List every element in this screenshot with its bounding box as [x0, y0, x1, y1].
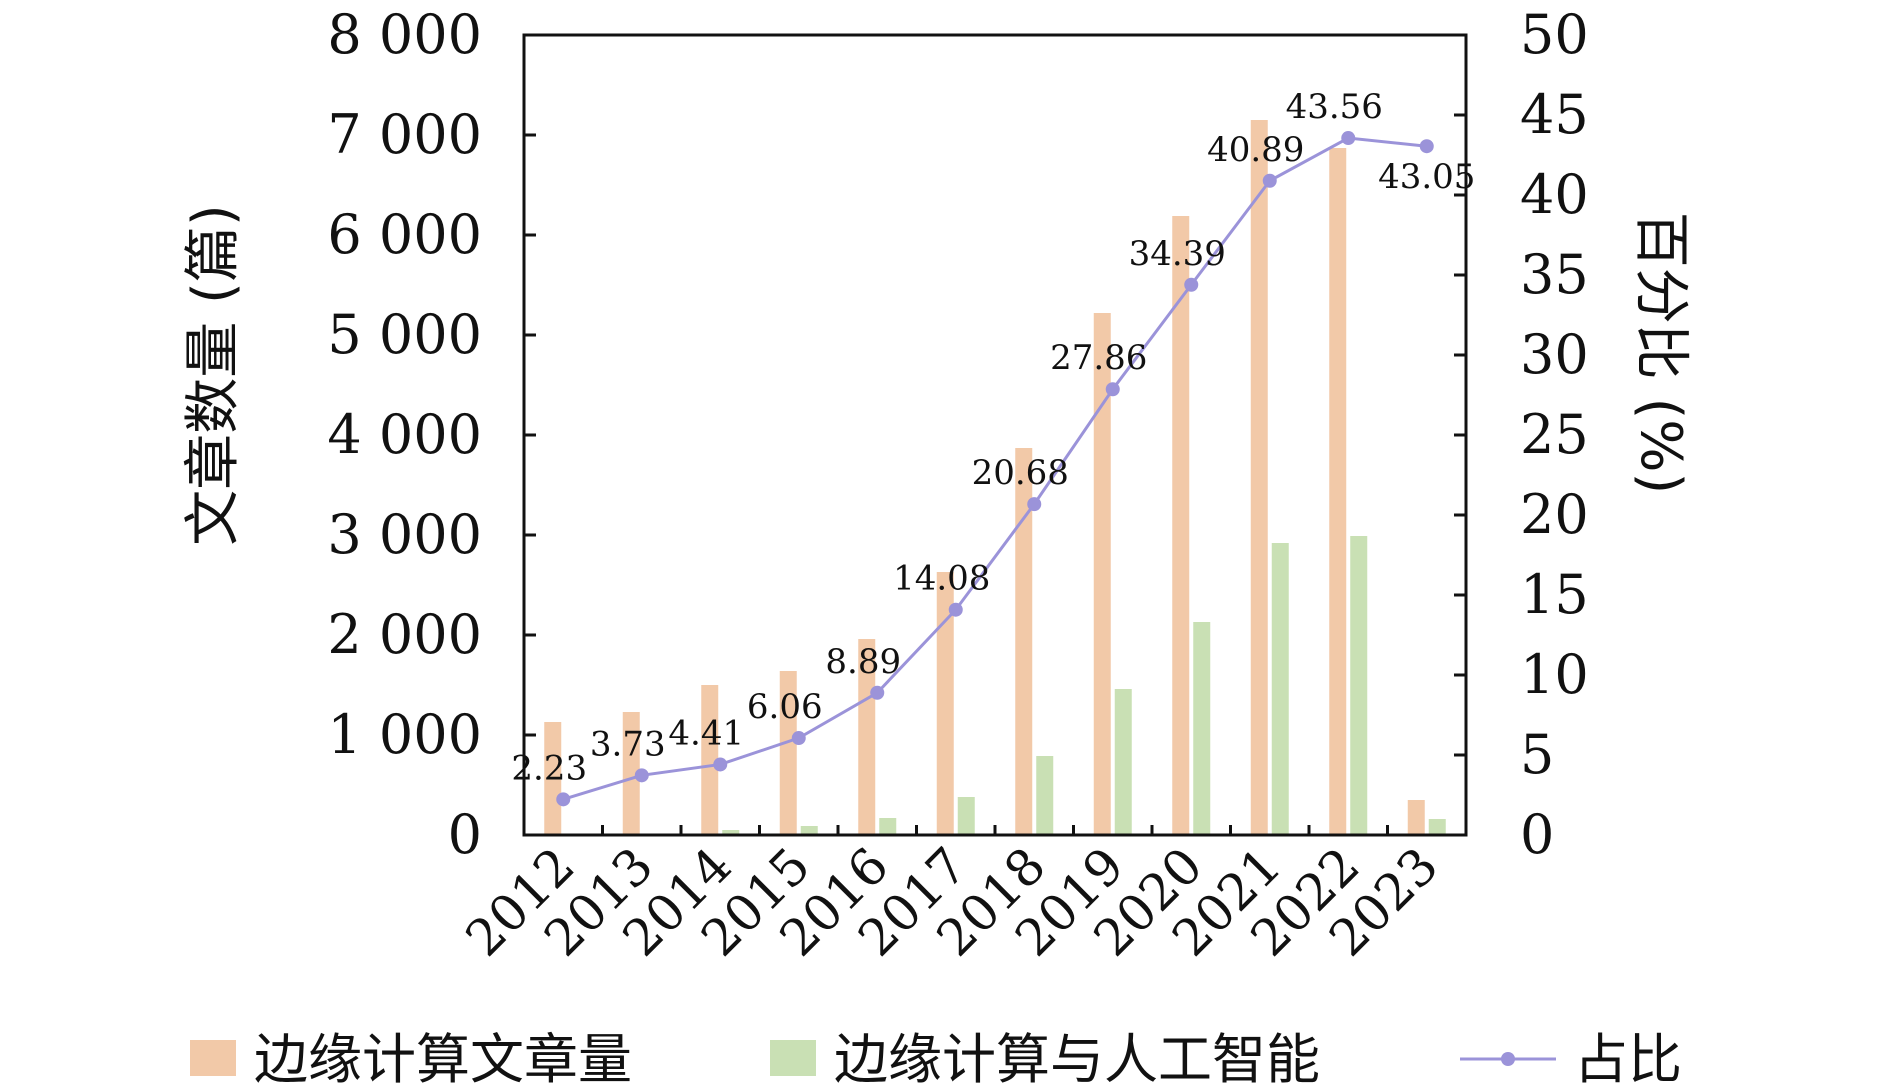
- ratio-point-2021: [1262, 173, 1277, 188]
- ratio-label-2014: 4.41: [668, 713, 744, 753]
- ratio-label-2015: 6.06: [747, 687, 823, 727]
- bar-edge-ai-2019: [1114, 689, 1132, 835]
- legend-marker-ratio: [1501, 1052, 1515, 1066]
- legend-label-edge-ai: 边缘计算与人工智能: [834, 1028, 1320, 1091]
- left-y-tick-label: 8 000: [327, 3, 482, 66]
- legend-label-ratio: 占比: [1574, 1028, 1682, 1091]
- ratio-label-2013: 3.73: [590, 724, 666, 764]
- plot-frame: [522, 33, 1468, 837]
- bar-articles-2018: [1015, 448, 1033, 835]
- right-y-tick-label: 25: [1520, 403, 1589, 466]
- ratio-label-2018: 20.68: [972, 453, 1069, 493]
- ratio-line-layer: [556, 131, 1434, 807]
- bar-edge-ai-2017: [957, 797, 975, 835]
- right-y-tick-label: 45: [1520, 83, 1589, 146]
- ratio-point-2018: [1027, 497, 1042, 512]
- legend: 边缘计算文章量 边缘计算与人工智能 占比: [190, 1028, 1682, 1091]
- ratio-label-2020: 34.39: [1129, 234, 1226, 274]
- bar-edge-ai-2020: [1193, 622, 1211, 835]
- ratio-point-2014: [713, 757, 728, 772]
- axes-layer: [522, 33, 1468, 837]
- bars-layer: [544, 120, 1446, 835]
- bar-articles-2015: [779, 671, 797, 835]
- ratio-label-2016: 8.89: [825, 642, 901, 682]
- ratio-point-2017: [948, 602, 963, 617]
- right-y-tick-label: 5: [1520, 723, 1554, 786]
- bar-edge-ai-2015: [800, 826, 818, 835]
- ratio-point-2015: [791, 731, 806, 746]
- legend-label-articles: 边缘计算文章量: [254, 1028, 632, 1091]
- ratio-data-labels: 2.233.73 4.416.068.89 14.08 20.68 27.86 34.39…: [511, 87, 1475, 788]
- bar-edge-ai-2016: [879, 818, 897, 835]
- x-ticks: 2012201320142015201620172018201920202021…: [455, 836, 1449, 967]
- ratio-label-2019: 27.86: [1050, 338, 1147, 378]
- right-y-tick-label: 40: [1520, 163, 1589, 226]
- right-y-tick-label: 0: [1520, 803, 1554, 866]
- bar-articles-2017: [936, 572, 954, 835]
- ratio-point-2019: [1105, 382, 1120, 397]
- left-y-tick-label: 4 000: [327, 403, 482, 466]
- left-y-tick-label: 1 000: [327, 703, 482, 766]
- bar-articles-2023: [1407, 800, 1425, 835]
- bar-edge-ai-2021: [1271, 543, 1289, 835]
- bar-articles-2021: [1250, 120, 1268, 835]
- bar-articles-2019: [1093, 313, 1111, 835]
- left-y-tick-label: 3 000: [327, 503, 482, 566]
- left-y-tick-label: 6 000: [327, 203, 482, 266]
- right-y-tick-label: 35: [1520, 243, 1589, 306]
- left-y-ticks: 0 1 000 2 000 3 000 4 000 5 000 6 000 7 000 8 00…: [327, 3, 482, 866]
- left-y-axis-label: 文章数量 (篇): [181, 204, 246, 546]
- ratio-label-2021: 40.89: [1207, 130, 1304, 170]
- bar-articles-2022: [1329, 148, 1347, 835]
- ratio-line: [562, 136, 1427, 801]
- right-y-tick-label: 20: [1520, 483, 1589, 546]
- ratio-label-2023: 43.05: [1378, 157, 1475, 197]
- ratio-label-2012: 2.23: [511, 748, 587, 788]
- ratio-point-2012: [556, 792, 571, 807]
- legend-swatch-edge-ai: [770, 1040, 816, 1076]
- ratio-point-2020: [1184, 277, 1199, 292]
- right-y-tick-label: 50: [1520, 3, 1589, 66]
- ratio-label-2022: 43.56: [1286, 87, 1383, 127]
- ratio-point-2016: [870, 685, 885, 700]
- left-y-tick-label: 5 000: [327, 303, 482, 366]
- bar-articles-2012: [544, 722, 562, 835]
- left-y-tick-label: 7 000: [327, 103, 482, 166]
- ratio-point-2022: [1341, 131, 1356, 146]
- right-y-tick-label: 10: [1520, 643, 1589, 706]
- right-y-tick-label: 15: [1520, 563, 1589, 626]
- ratio-point-2023: [1419, 139, 1434, 154]
- left-y-tick-label: 2 000: [327, 603, 482, 666]
- bar-articles-2014: [701, 685, 719, 835]
- bar-articles-2013: [622, 712, 640, 835]
- left-y-tick-label: 0: [448, 803, 482, 866]
- legend-swatch-articles: [190, 1040, 236, 1076]
- bar-edge-ai-2023: [1428, 819, 1446, 835]
- ratio-label-2017: 14.08: [893, 559, 990, 599]
- bar-edge-ai-2018: [1036, 756, 1054, 835]
- bar-articles-2020: [1172, 216, 1190, 835]
- right-y-tick-label: 30: [1520, 323, 1589, 386]
- bar-edge-ai-2014: [722, 830, 740, 835]
- ratio-point-2013: [634, 768, 649, 783]
- bar-articles-2016: [858, 639, 876, 835]
- right-y-axis-label: 百分比 (%): [1628, 212, 1693, 495]
- right-y-ticks: 0 5 10 15 20 25 30 35 40 45 50: [1520, 3, 1589, 866]
- bar-edge-ai-2022: [1350, 536, 1368, 835]
